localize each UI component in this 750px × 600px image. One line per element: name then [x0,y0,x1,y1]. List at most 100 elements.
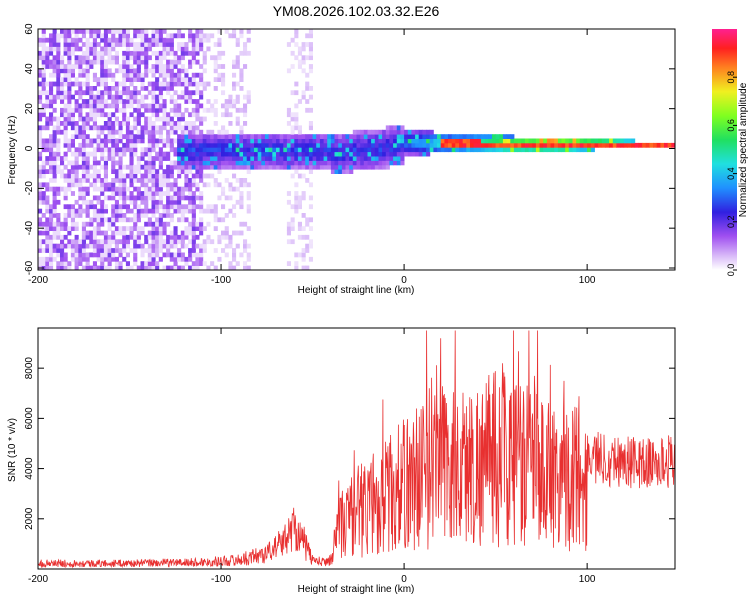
heatmap-cell [199,42,204,47]
heatmap-cell [147,55,152,61]
heatmap-cell [356,138,361,144]
heatmap-cell [56,169,61,174]
heatmap-cell [235,121,240,126]
heatmap-cell [294,164,299,170]
heatmap-cell [67,142,72,148]
heatmap-cell [631,138,636,144]
heatmap-cell [169,195,174,201]
heatmap-cell [49,239,54,245]
heatmap-cell [129,125,134,131]
heatmap-cell [118,138,123,144]
heatmap-cell [169,37,174,43]
heatmap-cell [140,37,145,43]
heatmap-cell [217,164,222,170]
heatmap-cell [199,156,204,161]
heatmap-cell [92,164,97,170]
heatmap-cell [308,64,313,69]
heatmap-cell [103,112,108,118]
heatmap-cell [41,147,46,153]
heatmap-cell [305,221,310,227]
heatmap-cell [444,138,449,144]
heatmap-cell [199,121,204,126]
heatmap-cell [49,178,54,183]
heatmap-cell [151,72,156,78]
heatmap-cell [294,121,299,126]
heatmap-cell [349,147,354,153]
heatmap-cell [38,221,43,227]
heatmap-cell [89,33,94,39]
heatmap-cell [557,142,562,148]
heatmap-cell [246,37,251,43]
heatmap-cell [45,208,50,214]
heatmap-cell [151,252,156,258]
heatmap-cell [118,169,123,174]
heatmap-cell [89,116,94,122]
heatmap-cell [74,151,79,157]
heatmap-cell [191,59,196,65]
heatmap-cell [188,156,193,161]
heatmap-cell [177,121,182,126]
heatmap-cell [422,138,427,144]
heatmap-cell [301,164,306,170]
heatmap-cell [235,134,240,139]
heatmap-cell [129,42,134,47]
heatmap-cell [70,72,75,78]
heatmap-cell [513,138,518,144]
heatmap-cell [140,46,145,52]
heatmap-cell [129,64,134,69]
heatmap-cell [63,134,68,139]
heatmap-cell [166,86,171,91]
heatmap-cell [243,94,248,100]
heatmap-cell [217,234,222,240]
heatmap-cell [74,156,79,161]
heatmap-cell [118,230,123,236]
heatmap-cell [78,72,83,78]
heatmap-cell [114,55,119,61]
heatmap-cell [147,221,152,227]
heatmap-cell [63,226,68,231]
heatmap-cell [210,160,215,166]
heatmap-cell [173,191,178,196]
heatmap-cell [568,147,573,153]
heatmap-cell [118,173,123,179]
heatmap-cell [103,173,108,179]
heatmap-cell [286,160,291,166]
heatmap-cell [301,55,306,61]
heatmap-cell [213,77,218,82]
heatmap-cell [129,103,134,109]
heatmap-cell [103,265,108,270]
heatmap-cell [352,156,357,161]
heatmap-cell [396,147,401,153]
heatmap-cell [338,134,343,139]
heatmap-cell [276,151,281,157]
heatmap-cell [52,125,57,131]
heatmap-cell [188,230,193,236]
heatmap-cell [235,243,240,249]
heatmap-cell [136,213,141,218]
heatmap-cell [598,138,603,144]
heatmap-cell [129,94,134,100]
heatmap-cell [125,138,130,144]
heatmap-cell [239,252,244,258]
heatmap-cell [41,37,46,43]
heatmap-cell [52,169,57,174]
x-tick-label: 0 [401,574,407,585]
heatmap-cell [221,248,226,253]
heatmap-cell [103,204,108,210]
heatmap-cell [429,134,434,139]
heatmap-cell [396,156,401,161]
heatmap-cell [385,156,390,161]
heatmap-cell [488,134,493,139]
heatmap-cell [290,90,295,96]
heatmap-cell [144,191,149,196]
heatmap-cell [184,156,189,161]
heatmap-cell [111,221,116,227]
heatmap-cell [158,256,163,262]
heatmap-cell [155,103,160,109]
heatmap-cell [136,68,141,74]
heatmap-cell [195,138,200,144]
heatmap-cell [38,37,43,43]
heatmap-cell [195,42,200,47]
heatmap-cell [188,121,193,126]
heatmap-cell [85,173,90,179]
